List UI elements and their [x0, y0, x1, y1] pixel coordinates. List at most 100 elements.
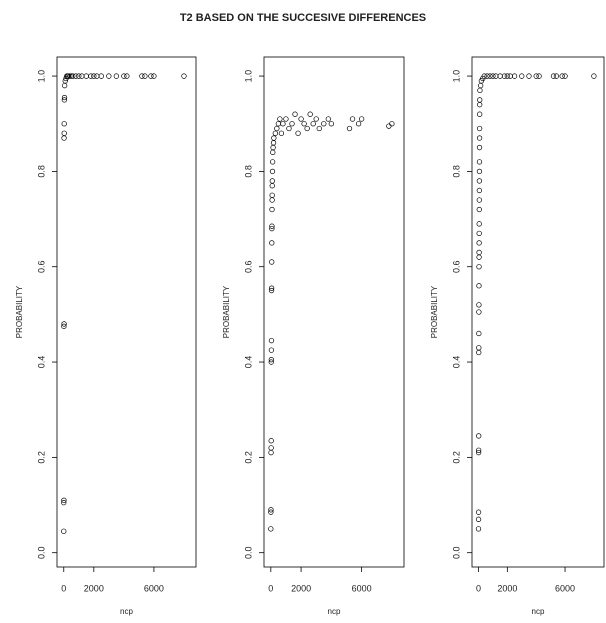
point: [91, 73, 97, 79]
point: [61, 321, 67, 327]
point: [562, 73, 568, 79]
point: [73, 73, 79, 79]
point: [386, 123, 392, 129]
point: [313, 116, 319, 122]
point: [481, 73, 487, 79]
point: [272, 130, 279, 136]
point: [476, 433, 482, 439]
plot-frame: [471, 56, 605, 568]
y-tick-label: 0.8: [243, 165, 253, 178]
point: [476, 168, 483, 175]
point: [476, 345, 482, 351]
point: [493, 73, 499, 79]
x-tick-label: 2000: [497, 583, 517, 593]
y-tick-label: 0.6: [36, 260, 46, 273]
point: [61, 500, 67, 506]
point: [142, 73, 148, 79]
point: [271, 135, 277, 141]
y-axis-label: PROBABILITY: [222, 285, 231, 338]
y-tick-label: 0.2: [451, 451, 461, 464]
point: [476, 283, 482, 289]
point: [268, 347, 275, 353]
x-tick-label: 0: [268, 583, 273, 593]
point: [304, 125, 310, 132]
point: [270, 140, 277, 146]
point: [298, 116, 304, 122]
point: [476, 254, 482, 260]
point: [476, 330, 482, 337]
point: [310, 121, 316, 127]
y-tick-label: 0.0: [451, 546, 461, 559]
plot-frame: [263, 56, 405, 568]
point: [283, 116, 289, 122]
point: [355, 121, 362, 127]
point: [76, 73, 82, 79]
x-axis-label: ncp: [328, 607, 341, 616]
point: [476, 178, 483, 184]
y-tick-label: 1.0: [451, 70, 461, 83]
y-axis-label: PROBABILITY: [430, 285, 439, 338]
point: [274, 125, 280, 132]
point: [268, 285, 275, 291]
point: [61, 130, 67, 136]
point: [501, 73, 508, 79]
point: [61, 323, 67, 329]
point: [67, 73, 73, 79]
point: [61, 528, 67, 534]
point: [316, 125, 322, 132]
point: [533, 73, 539, 79]
point: [268, 449, 274, 456]
point: [328, 121, 335, 127]
point: [268, 438, 274, 444]
point: [269, 225, 275, 232]
point: [148, 73, 154, 79]
point: [269, 240, 275, 246]
point: [268, 445, 274, 451]
point: [181, 73, 187, 79]
y-tick-label: 0.2: [36, 451, 46, 464]
point: [476, 249, 482, 256]
point: [269, 197, 275, 203]
point: [269, 192, 275, 198]
point: [280, 121, 286, 127]
point: [269, 206, 275, 213]
point: [268, 359, 274, 365]
chart-title: T2 BASED ON THE SUCCESIVE DIFFERENCES: [180, 12, 426, 24]
point: [476, 135, 483, 141]
point: [121, 73, 127, 79]
point: [477, 111, 483, 117]
point: [476, 159, 483, 165]
point: [476, 187, 483, 194]
point: [476, 206, 482, 213]
point: [325, 116, 331, 122]
point: [286, 125, 292, 132]
point: [476, 230, 482, 237]
point: [269, 159, 276, 165]
y-tick-label: 0.0: [36, 546, 46, 559]
point: [139, 73, 145, 79]
y-tick-label: 0.4: [243, 356, 253, 369]
x-tick-label: 0: [476, 583, 481, 593]
point: [307, 111, 313, 117]
point: [476, 125, 483, 132]
y-tick-label: 0.6: [451, 260, 461, 273]
point: [268, 287, 275, 294]
point: [476, 221, 482, 227]
point: [526, 73, 532, 79]
point: [477, 102, 483, 108]
point: [591, 73, 597, 79]
point: [292, 111, 298, 117]
x-tick-label: 6000: [144, 583, 164, 593]
point: [301, 121, 307, 127]
point: [270, 149, 276, 155]
x-axis-label: ncp: [532, 607, 545, 616]
point: [83, 73, 89, 79]
point: [70, 73, 76, 79]
point: [475, 526, 482, 532]
point: [475, 509, 482, 515]
point: [268, 337, 275, 344]
point: [295, 130, 301, 136]
x-axis-label: ncp: [120, 607, 133, 616]
point: [79, 73, 85, 79]
